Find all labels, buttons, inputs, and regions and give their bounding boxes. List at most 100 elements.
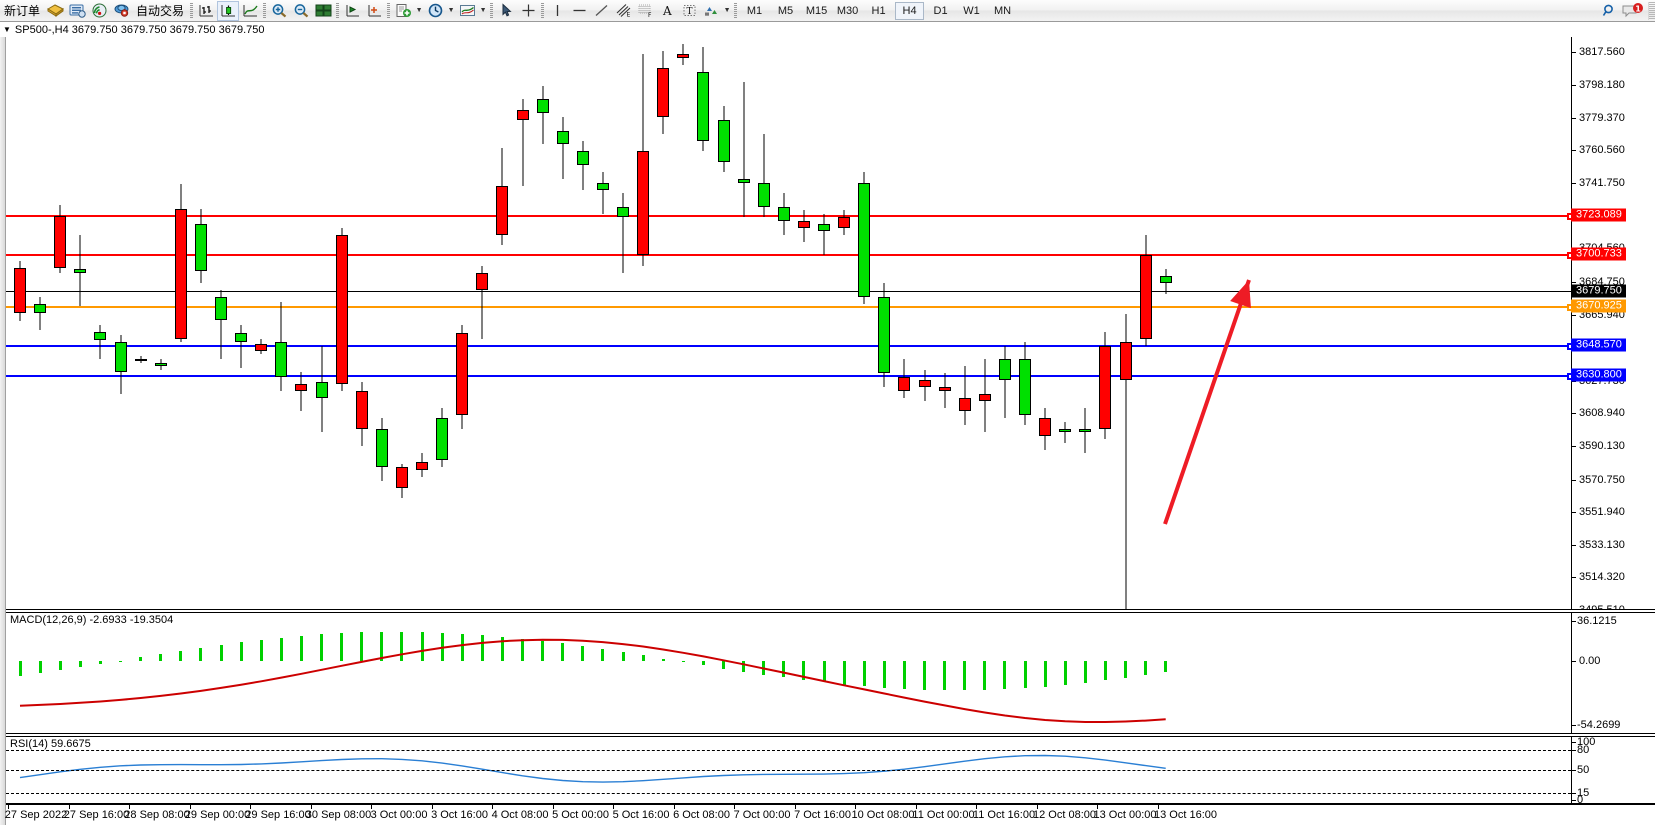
fibonacci-retracement-icon[interactable]: F [634,1,656,21]
expert-advisors-icon[interactable] [44,1,66,21]
candle[interactable] [1019,37,1031,609]
rsi-plot-area[interactable] [6,737,1571,803]
candle[interactable] [295,37,308,609]
zoom-out-icon[interactable] [290,1,312,21]
candle[interactable] [436,37,449,609]
level-price-tag[interactable]: 3648.570 [1571,338,1626,352]
candle[interactable] [215,37,227,609]
candle[interactable] [496,37,509,609]
candle[interactable] [757,37,770,609]
candle[interactable] [255,37,268,609]
candle[interactable] [938,37,951,609]
market-watch-icon[interactable] [66,1,88,21]
level-price-tag[interactable]: 3630.800 [1571,368,1626,382]
line-chart-icon[interactable] [239,1,261,21]
tile-windows-icon[interactable] [312,1,334,21]
rsi-axis[interactable]: 100 80 50 15 0 [1571,737,1655,803]
timeframe-w1[interactable]: W1 [963,4,980,17]
candle[interactable] [74,37,87,609]
time-axis[interactable]: 27 Sep 2022 27 Sep 16:00 28 Sep 08:00 29 Se… [5,804,1655,825]
candle[interactable] [1099,37,1112,609]
candle[interactable] [717,37,730,609]
candle[interactable] [456,37,469,609]
horizontal-line-icon[interactable] [568,1,590,21]
candle[interactable] [978,37,991,609]
level-price-tag[interactable]: 3723.089 [1571,208,1626,222]
bar-chart-icon[interactable] [195,1,217,21]
candle[interactable] [576,37,589,609]
candle[interactable] [878,37,891,609]
candle[interactable] [34,37,47,609]
rsi-pane[interactable]: RSI(14) 59.6675 100 80 50 15 0 [6,736,1655,804]
macd-pane[interactable]: MACD(12,26,9) -2.6933 -19.3504 36.1215 0.… [6,612,1655,734]
candle[interactable] [516,37,529,609]
timeframe-m5[interactable]: M5 [777,4,794,17]
candle[interactable] [395,37,408,609]
price-pane[interactable]: 3817.560 3798.180 3779.370 3760.560 3741.750… [6,37,1655,610]
candle[interactable] [335,37,348,609]
candle[interactable] [677,37,690,609]
period-clock-icon[interactable] [424,1,446,21]
candle[interactable] [154,37,167,609]
chart-vertical-scrollbar[interactable] [0,22,6,825]
crosshair-icon[interactable] [517,1,539,21]
candle[interactable] [1079,37,1092,609]
chevron-down-icon[interactable]: ▼ [447,7,455,14]
zoom-in-icon[interactable] [268,1,290,21]
candle[interactable] [355,37,368,609]
toolbar-gripper[interactable] [1648,1,1655,20]
candle[interactable] [637,37,650,609]
candle[interactable] [94,37,107,609]
macd-plot-area[interactable] [6,613,1571,733]
candle[interactable] [416,37,428,609]
chevron-down-icon[interactable]: ▼ [415,7,423,14]
candle[interactable] [838,37,851,609]
timeframe-h4[interactable]: H4 [895,1,925,20]
candle[interactable] [617,37,629,609]
candle[interactable] [275,37,288,609]
timeframe-m30[interactable]: M30 [836,4,859,17]
chevron-down-icon[interactable]: ▼ [723,7,731,14]
candle[interactable] [737,37,750,609]
candle[interactable] [556,37,569,609]
level-price-tag[interactable]: 3700.733 [1571,247,1626,261]
timeframe-h1[interactable]: H1 [871,4,886,17]
candle[interactable] [898,37,911,609]
candle[interactable] [1119,37,1132,609]
text-icon[interactable]: A [656,1,678,21]
candle[interactable] [1039,37,1052,609]
candle[interactable] [998,37,1011,609]
level-price-tag[interactable]: 3670.925 [1571,299,1626,313]
shapes-icon[interactable] [700,1,722,21]
navigator-icon[interactable] [110,1,132,21]
candle[interactable] [797,37,810,609]
candle[interactable] [1059,37,1072,609]
candle[interactable] [958,37,971,609]
candle[interactable] [114,37,127,609]
timeframe-m15[interactable]: M15 [805,4,828,17]
trendline-icon[interactable] [590,1,612,21]
candle[interactable] [697,37,710,609]
candle[interactable] [918,37,931,609]
auto-scroll-icon[interactable] [341,1,363,21]
vertical-line-icon[interactable] [546,1,568,21]
candle[interactable] [235,37,248,609]
price-plot-area[interactable] [6,37,1574,609]
macd-axis[interactable]: 36.1215 0.00 -54.2699 [1571,613,1655,733]
candle[interactable] [818,37,830,609]
candle[interactable] [1159,37,1172,609]
timeframe-mn[interactable]: MN [993,4,1012,17]
cursor-icon[interactable] [495,1,517,21]
chevron-down-icon[interactable]: ▼ [479,7,487,14]
candlestick-chart-icon[interactable] [217,0,240,21]
candle[interactable] [858,37,871,609]
candle[interactable] [1139,37,1152,609]
chart-menu-caret-icon[interactable]: ▼ [3,25,11,34]
candle[interactable] [194,37,207,609]
candle[interactable] [14,37,26,609]
candle[interactable] [657,37,670,609]
candle[interactable] [375,37,388,609]
candle[interactable] [476,37,489,609]
alerts-icon[interactable]: 1 [1620,1,1646,21]
candle[interactable] [54,37,67,609]
